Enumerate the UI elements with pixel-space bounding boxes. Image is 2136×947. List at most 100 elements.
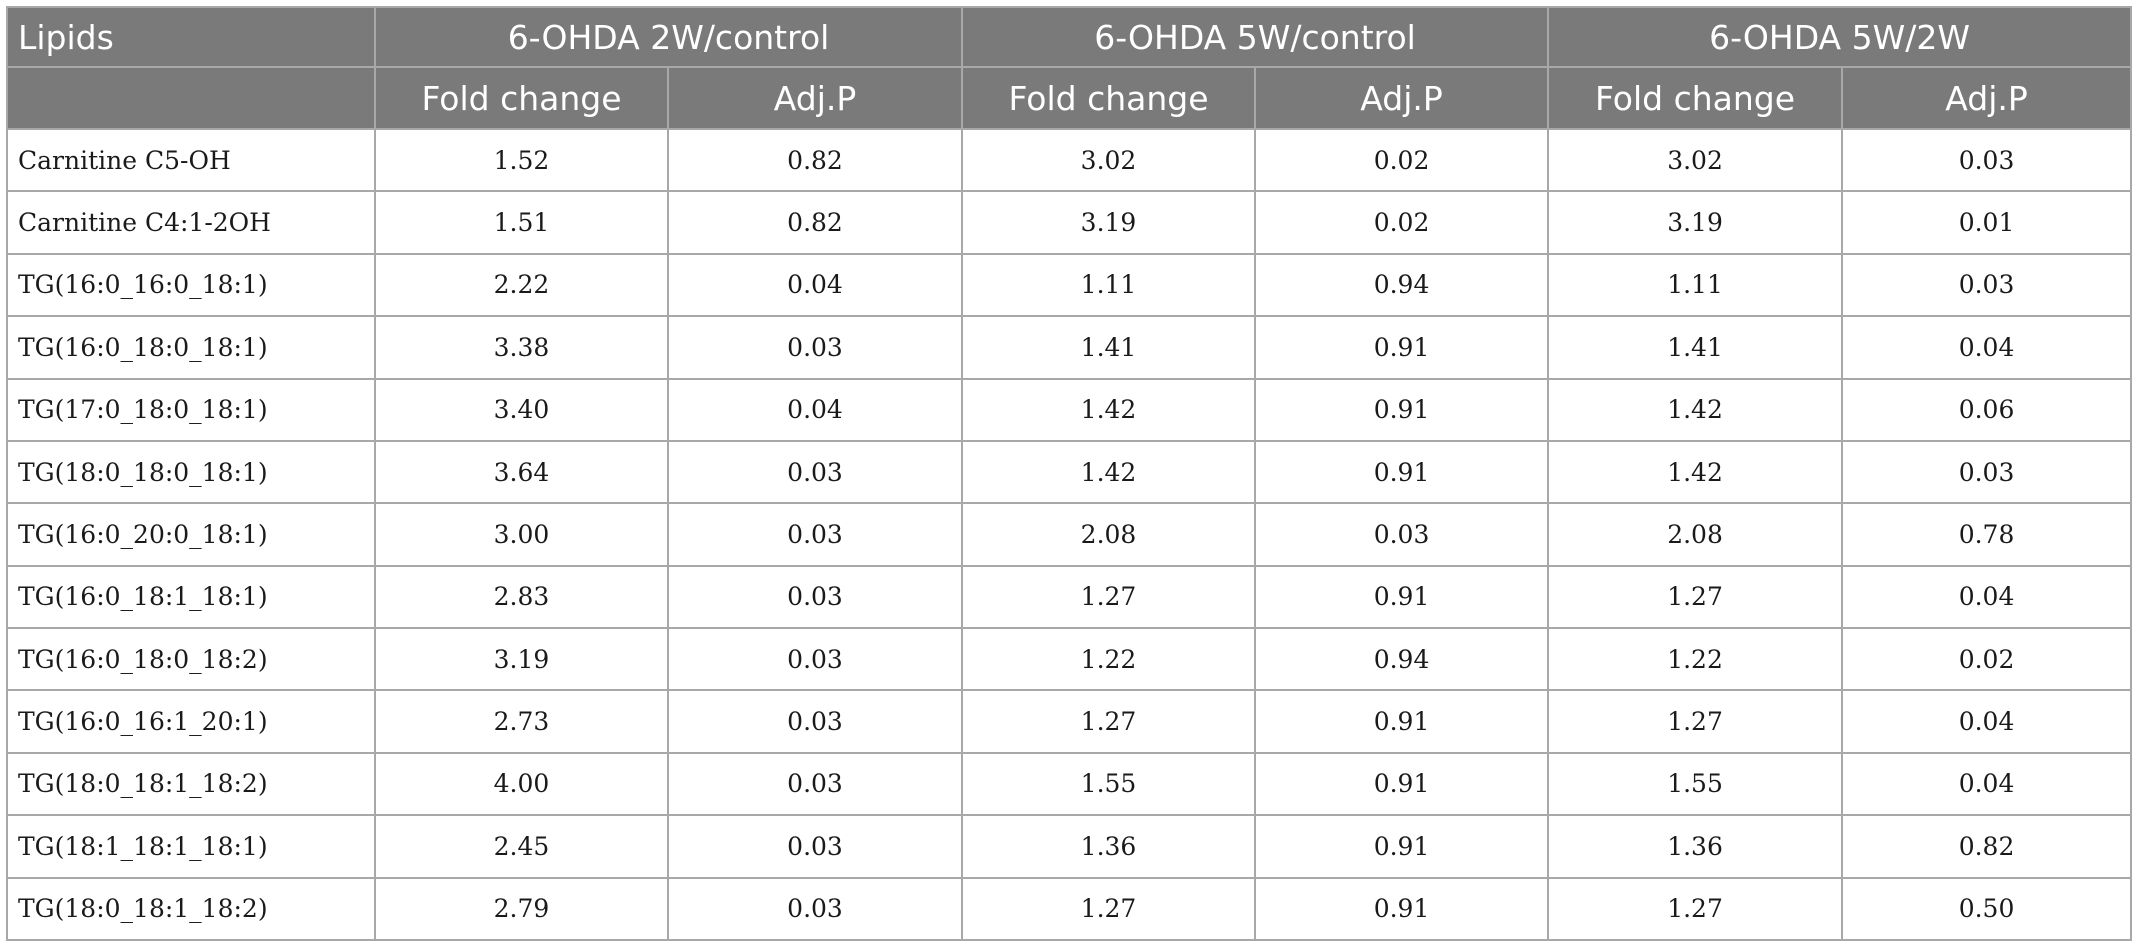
fold-change-2w-control-cell: 1.51 [374, 190, 669, 255]
adj-p-5w-control-cell: 0.91 [1254, 751, 1550, 817]
adj-p-2w-control-cell: 0.82 [666, 190, 964, 255]
fold-change-5w-2w-cell: 1.27 [1547, 876, 1844, 941]
table-row: Carnitine C5-OH 1.52 0.82 3.02 0.02 3.02 0.03 [6, 127, 2133, 193]
fold-change-5w-control-cell: 1.22 [961, 626, 1257, 692]
fold-change-5w-control-cell: 1.36 [961, 814, 1257, 879]
subheader-fold-change: Fold change [374, 66, 669, 130]
fold-change-5w-control-cell: 1.55 [961, 751, 1257, 817]
subheader-fold-change: Fold change [1547, 66, 1844, 130]
adj-p-5w-control-cell: 0.91 [1254, 439, 1550, 505]
adj-p-2w-control-cell: 0.03 [666, 814, 964, 879]
group-header-5w-2w: 6-OHDA 5W/2W [1547, 6, 2133, 68]
fold-change-5w-control-cell: 2.08 [961, 502, 1257, 567]
table-row: TG(16:0_16:0_18:1) 2.22 0.04 1.11 0.94 1.11 0.… [6, 252, 2133, 318]
adj-p-2w-control-cell: 0.03 [666, 626, 964, 692]
fold-change-5w-2w-cell: 2.08 [1547, 502, 1844, 567]
adj-p-5w-control-cell: 0.91 [1254, 689, 1550, 754]
adj-p-5w-control-cell: 0.02 [1254, 190, 1550, 255]
adj-p-5w-control-cell: 0.03 [1254, 502, 1550, 567]
adj-p-5w-2w-cell: 0.78 [1841, 502, 2133, 567]
adj-p-5w-2w-cell: 0.03 [1841, 127, 2133, 193]
adj-p-2w-control-cell: 0.03 [666, 751, 964, 817]
adj-p-2w-control-cell: 0.03 [666, 689, 964, 754]
adj-p-5w-2w-cell: 0.01 [1841, 190, 2133, 255]
table-row: TG(17:0_18:0_18:1) 3.40 0.04 1.42 0.91 1.42 0.… [6, 377, 2133, 442]
fold-change-5w-2w-cell: 1.42 [1547, 377, 1844, 442]
lipid-name-cell: TG(18:1_18:1_18:1) [6, 814, 376, 879]
lipid-name-cell: TG(16:0_16:0_18:1) [6, 252, 376, 318]
table-row: TG(16:0_18:1_18:1) 2.83 0.03 1.27 0.91 1.27 0.… [6, 564, 2133, 630]
table-row: TG(16:0_20:0_18:1) 3.00 0.03 2.08 0.03 2.08 0.… [6, 502, 2133, 567]
group-header-2w-control: 6-OHDA 2W/control [373, 6, 964, 68]
adj-p-5w-2w-cell: 0.50 [1841, 876, 2133, 941]
fold-change-5w-2w-cell: 3.02 [1547, 127, 1844, 193]
header-group-row: Lipids 6-OHDA 2W/control 6-OHDA 5W/contr… [6, 6, 2133, 68]
adj-p-5w-2w-cell: 0.04 [1841, 689, 2133, 754]
fold-change-2w-control-cell: 2.22 [374, 252, 669, 318]
table-body: Carnitine C5-OH 1.52 0.82 3.02 0.02 3.02 0.03 C… [6, 127, 2133, 941]
fold-change-5w-2w-cell: 1.27 [1547, 689, 1844, 754]
lipid-name-cell: TG(18:0_18:1_18:2) [6, 876, 376, 941]
fold-change-5w-control-cell: 1.42 [961, 377, 1257, 442]
fold-change-5w-control-cell: 1.27 [961, 876, 1257, 941]
adj-p-2w-control-cell: 0.82 [666, 127, 964, 193]
fold-change-5w-control-cell: 1.41 [961, 315, 1257, 380]
fold-change-5w-control-cell: 3.02 [961, 127, 1257, 193]
adj-p-5w-2w-cell: 0.02 [1841, 626, 2133, 692]
lipids-subheader-empty [6, 66, 376, 130]
fold-change-2w-control-cell: 3.38 [374, 315, 669, 380]
adj-p-5w-2w-cell: 0.03 [1841, 439, 2133, 505]
adj-p-2w-control-cell: 0.03 [666, 439, 964, 505]
fold-change-2w-control-cell: 3.19 [374, 626, 669, 692]
fold-change-2w-control-cell: 4.00 [374, 751, 669, 817]
fold-change-2w-control-cell: 2.79 [374, 876, 669, 941]
fold-change-2w-control-cell: 3.40 [374, 377, 669, 442]
adj-p-5w-control-cell: 0.94 [1254, 252, 1550, 318]
lipid-name-cell: TG(16:0_18:1_18:1) [6, 564, 376, 630]
adj-p-5w-2w-cell: 0.04 [1841, 751, 2133, 817]
subheader-adj-p: Adj.P [1254, 66, 1550, 130]
adj-p-5w-2w-cell: 0.82 [1841, 814, 2133, 879]
adj-p-2w-control-cell: 0.04 [666, 252, 964, 318]
subheader-adj-p: Adj.P [666, 66, 964, 130]
lipid-name-cell: TG(16:0_20:0_18:1) [6, 502, 376, 567]
fold-change-2w-control-cell: 1.52 [374, 127, 669, 193]
fold-change-5w-2w-cell: 1.27 [1547, 564, 1844, 630]
lipid-name-cell: TG(17:0_18:0_18:1) [6, 377, 376, 442]
lipid-name-cell: Carnitine C4:1-2OH [6, 190, 376, 255]
lipid-name-cell: TG(16:0_18:0_18:1) [6, 315, 376, 380]
fold-change-2w-control-cell: 2.83 [374, 564, 669, 630]
fold-change-5w-2w-cell: 1.36 [1547, 814, 1844, 879]
fold-change-5w-2w-cell: 3.19 [1547, 190, 1844, 255]
table-row: TG(18:0_18:1_18:2) 2.79 0.03 1.27 0.91 1.27 0.… [6, 876, 2133, 941]
adj-p-5w-control-cell: 0.91 [1254, 564, 1550, 630]
fold-change-5w-2w-cell: 1.11 [1547, 252, 1844, 318]
lipid-name-cell: TG(18:0_18:0_18:1) [6, 439, 376, 505]
fold-change-5w-2w-cell: 1.41 [1547, 315, 1844, 380]
table-row: TG(16:0_16:1_20:1) 2.73 0.03 1.27 0.91 1.27 0.… [6, 689, 2133, 754]
adj-p-5w-control-cell: 0.91 [1254, 377, 1550, 442]
adj-p-2w-control-cell: 0.04 [666, 377, 964, 442]
adj-p-5w-2w-cell: 0.04 [1841, 315, 2133, 380]
adj-p-5w-control-cell: 0.94 [1254, 626, 1550, 692]
fold-change-2w-control-cell: 3.00 [374, 502, 669, 567]
adj-p-5w-control-cell: 0.91 [1254, 814, 1550, 879]
adj-p-5w-control-cell: 0.91 [1254, 876, 1550, 941]
adj-p-5w-2w-cell: 0.06 [1841, 377, 2133, 442]
adj-p-2w-control-cell: 0.03 [666, 315, 964, 380]
group-header-5w-control: 6-OHDA 5W/control [961, 6, 1550, 68]
table-row: TG(18:1_18:1_18:1) 2.45 0.03 1.36 0.91 1.36 0.… [6, 814, 2133, 879]
adj-p-5w-control-cell: 0.02 [1254, 127, 1550, 193]
lipid-name-cell: TG(16:0_16:1_20:1) [6, 689, 376, 754]
table-row: Carnitine C4:1-2OH 1.51 0.82 3.19 0.02 3.19 0.… [6, 190, 2133, 255]
subheader-fold-change: Fold change [961, 66, 1257, 130]
subheader-adj-p: Adj.P [1841, 66, 2133, 130]
table-header: Lipids 6-OHDA 2W/control 6-OHDA 5W/contr… [6, 6, 2133, 130]
fold-change-5w-2w-cell: 1.55 [1547, 751, 1844, 817]
lipid-name-cell: TG(16:0_18:0_18:2) [6, 626, 376, 692]
fold-change-2w-control-cell: 2.45 [374, 814, 669, 879]
lipid-name-cell: Carnitine C5-OH [6, 127, 376, 193]
fold-change-5w-control-cell: 1.27 [961, 564, 1257, 630]
table-row: TG(16:0_18:0_18:1) 3.38 0.03 1.41 0.91 1.41 0.… [6, 315, 2133, 380]
adj-p-2w-control-cell: 0.03 [666, 876, 964, 941]
